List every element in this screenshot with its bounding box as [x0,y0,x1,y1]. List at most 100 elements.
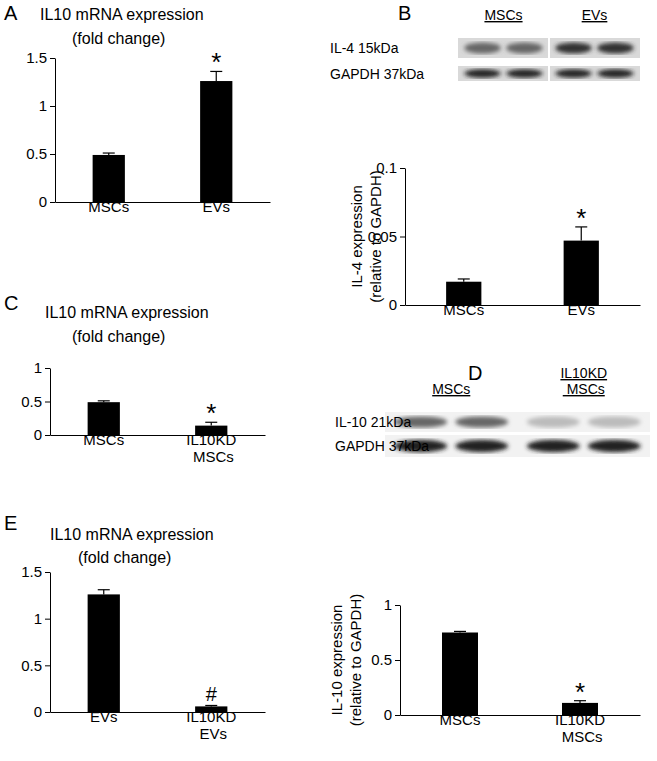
x-tick: IL10KD MSCs [555,711,605,745]
blot-row-label: IL-10 21kDa [335,414,411,430]
subtitle: (fold change) [72,30,165,47]
y-axis-line [50,369,51,436]
blot-row-label: GAPDH 37kDa [335,438,429,454]
x-tick: IL10KD MSCs [186,431,236,465]
x-axis: MSCsIL10KD MSCs [401,711,641,745]
significance-marker: # [206,683,218,705]
y-tick: 1 [39,97,55,114]
y-tick-label: 0.5 [26,145,47,162]
y-tick: 0.5 [26,145,55,162]
x-axis: EVsIL10KD EVs [51,708,266,742]
y-axis-line [55,59,56,203]
y-tick-mark [45,368,50,369]
blot-band [464,42,500,53]
y-tick-mark [395,660,400,661]
y-tick-mark [45,402,50,403]
error-bar-cap [454,631,466,632]
y-tick-label: 1 [39,97,47,114]
y-tick-mark [45,435,50,436]
y-tick-label: 1 [34,610,42,627]
y-axis: 00.51 [21,359,50,443]
y-tick-label: 1.5 [21,563,42,580]
y-tick-label: 0 [389,296,397,313]
significance-marker: * [211,47,221,77]
marks [93,71,233,202]
y-tick-mark [50,202,55,203]
blot [458,38,640,81]
blot-band [455,416,508,427]
y-tick-label: 0.5 [21,393,42,410]
blot-band [597,69,633,77]
blot-strip [458,38,640,58]
title: IL10 mRNA expression [50,526,214,543]
subtitle: (fold change) [72,328,165,345]
y-tick: 0.5 [371,651,400,668]
y-tick-label: 0 [39,193,47,210]
error-bar [454,631,466,632]
blot-strip [458,66,640,81]
x-axis: MSCsIL10KD MSCs [51,431,266,465]
y-tick-label: 0.5 [371,651,392,668]
y-tick-label: 1 [384,596,392,613]
blot-row-label: GAPDH 37kDa [330,66,424,82]
y-tick-mark [50,106,55,107]
x-axis: MSCsEVs [406,301,641,318]
y-tick: 0 [34,703,50,720]
blot-lane-label: MSCs [432,381,470,397]
y-tick: 0.5 [21,393,50,410]
y-tick-mark [395,605,400,606]
y-tick-mark [45,572,50,573]
error-bar-cap [98,400,110,401]
y-tick-mark [400,168,405,169]
y-tick-label: 1.5 [26,49,47,66]
y-tick-label: 0 [34,426,42,443]
y-tick: 0 [384,706,400,723]
blot-lane-label: EVs [582,7,608,23]
y-tick-mark [45,619,50,620]
y-axis-line [405,169,406,306]
y-tick: 1 [34,610,50,627]
y-label: (relative to GAPDH) [367,170,384,303]
y-tick-mark [50,58,55,59]
y-tick-label: 0 [384,706,392,723]
y-tick-label: 1 [34,359,42,376]
x-axis-line [406,305,641,306]
blot-band [527,440,580,452]
subtitle: (fold change) [78,549,171,566]
panel-letter: E [4,512,17,534]
y-tick: 1 [34,359,50,376]
y-tick: 0.5 [21,657,50,674]
blot-band [506,42,542,53]
blot-strip [385,412,650,432]
error-bar [103,153,115,155]
y-axis: 00.050.1 [368,159,406,313]
blot-band [464,69,500,77]
error-bar [98,590,110,595]
y-tick-label: 0 [34,703,42,720]
error-bar-cap [103,152,115,153]
panel-3: DIL-10 21kDaGAPDH 37kDaMSCsIL10KD MSCs00… [328,362,650,745]
y-tick-mark [50,154,55,155]
y-axis-line [400,606,401,716]
figure: AIL10 mRNA expression(fold change)00.511… [0,0,657,761]
panel-1: BIL-4 15kDaGAPDH 37kDaMSCsEVs00.050.1MSC… [330,2,641,318]
blot-band [597,42,633,53]
y-axis-line [50,573,51,713]
bar [564,241,599,305]
panel-0: AIL10 mRNA expression(fold change)00.511… [4,2,271,215]
blot-band [527,416,580,427]
bar [88,402,120,435]
bar [88,594,120,712]
blot-divider [548,38,550,58]
y-tick: 0 [34,426,50,443]
blot-band [455,440,508,452]
x-tick-label: IL10KD MSCs [186,431,236,465]
x-tick-label: IL10KD EVs [186,708,236,742]
blot-band [555,42,591,53]
marks [446,227,599,305]
blot-band [506,69,542,77]
bar [200,81,232,202]
blot-band [555,69,591,77]
y-tick-mark [400,237,405,238]
blot-row-label: IL-4 15kDa [330,40,399,56]
